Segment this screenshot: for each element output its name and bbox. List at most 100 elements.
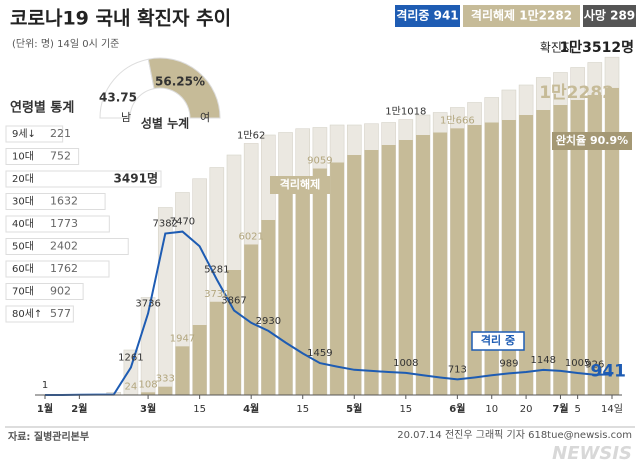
- age-bar: [5, 238, 129, 255]
- data-label: 7470: [170, 217, 195, 228]
- released-bar: [244, 244, 259, 395]
- pie-slice: [99, 58, 155, 119]
- data-label: 3736: [135, 298, 160, 309]
- age-bar: [5, 170, 162, 188]
- series-name: 격리해제: [280, 177, 320, 191]
- pie-value: 56.25%: [155, 75, 205, 89]
- data-label: 1만3512명: [560, 39, 634, 56]
- title: 코로나19 국내 확진자 추이: [10, 7, 231, 30]
- age-value: 1773: [50, 217, 78, 230]
- x-tick-label: 15: [193, 404, 206, 415]
- data-label: 1만666: [440, 114, 475, 126]
- data-label: 1008: [393, 358, 418, 369]
- age-label: 50대: [12, 241, 34, 253]
- legend-badge: [463, 5, 580, 27]
- age-label: 70대: [12, 286, 34, 298]
- x-tick-label: 2월: [71, 403, 87, 415]
- age-label: 10대: [12, 151, 34, 163]
- released-bar: [536, 110, 551, 395]
- x-tick-label: 6월: [449, 403, 465, 415]
- released-bar: [175, 346, 190, 395]
- annotation-box: [552, 132, 632, 150]
- data-label: 1만2282: [539, 83, 614, 103]
- legend-badge: [583, 5, 636, 27]
- data-label: 5281: [204, 264, 229, 275]
- pie-value: 43.75: [99, 91, 137, 105]
- age-bar: [5, 305, 74, 323]
- released-bar: [209, 301, 224, 395]
- unit-note: (단위: 명) 14일 0시 기준: [12, 37, 119, 50]
- released-bar: [519, 115, 534, 395]
- x-tick-label: 20: [520, 404, 533, 415]
- data-label: 1459: [307, 348, 332, 359]
- released-bar: [330, 162, 345, 395]
- x-tick-label: 15: [399, 404, 412, 415]
- data-label: 926: [585, 360, 604, 371]
- released-bar: [364, 150, 379, 395]
- released-bar: [501, 120, 516, 395]
- annotation: 완치율 90.9%: [556, 133, 628, 147]
- data-label: 24: [125, 381, 138, 392]
- source: 자료: 질병관리본부: [8, 430, 89, 443]
- age-value: 1632: [50, 195, 78, 208]
- x-tick-label: 1월: [37, 403, 53, 415]
- released-bar: [484, 122, 499, 395]
- x-tick-label: 5월: [346, 403, 362, 415]
- series-name: 확진자: [540, 41, 573, 55]
- released-bar: [158, 386, 173, 395]
- legend-badge: [395, 5, 460, 27]
- x-tick-label: 5: [574, 404, 580, 415]
- data-label: 3867: [221, 295, 246, 306]
- data-label: 1: [42, 380, 48, 391]
- released-bar: [347, 155, 362, 395]
- data-label: 1947: [170, 333, 195, 344]
- data-label: 713: [448, 364, 467, 375]
- data-label: 941: [591, 361, 627, 381]
- age-bar: [5, 193, 106, 210]
- released-bar: [605, 87, 619, 395]
- age-label: 20대: [12, 173, 34, 185]
- data-label: 3730: [204, 289, 229, 300]
- age-bar: [5, 260, 110, 278]
- age-value: 1762: [50, 262, 78, 275]
- released-bar: [295, 182, 310, 395]
- panel-title: 성별 누계: [141, 116, 189, 131]
- data-label: 1만1018: [385, 106, 426, 118]
- age-bar: [5, 125, 64, 143]
- released-bar: [553, 105, 568, 395]
- data-label: 1005: [565, 358, 590, 369]
- released-bar: [450, 128, 465, 395]
- age-value: 221: [50, 127, 71, 140]
- released-bar: [433, 132, 448, 395]
- age-label: 80세↑: [12, 308, 42, 320]
- age-value: 577: [50, 307, 71, 320]
- age-bar: [5, 148, 80, 165]
- watermark: NEWSIS: [552, 443, 632, 464]
- data-label: 989: [499, 358, 518, 369]
- released-bar: [381, 145, 396, 395]
- age-value: 3491명: [114, 172, 158, 186]
- credit: 20.07.14 전진우 그래픽 기자 618tue@newsis.com: [397, 429, 632, 441]
- data-label: 1261: [118, 352, 143, 363]
- x-tick-label: 10: [485, 404, 498, 415]
- legend-badge-label: 격리중 941: [396, 8, 458, 23]
- data-label: 108: [139, 379, 158, 390]
- legend-badge-label: 사망 289: [584, 8, 635, 23]
- released-bar: [570, 100, 585, 395]
- series-box: [471, 331, 525, 351]
- released-bar: [416, 135, 430, 395]
- age-label: 30대: [12, 196, 34, 208]
- age-value: 902: [50, 285, 71, 298]
- age-label: 40대: [12, 218, 34, 230]
- x-tick-label: 7월: [552, 403, 568, 415]
- released-bar: [227, 270, 241, 395]
- age-bar: [5, 283, 84, 300]
- released-bar: [141, 392, 156, 395]
- pie-category: 남: [121, 111, 131, 124]
- x-tick-label: 14일: [601, 403, 623, 415]
- data-label: 1148: [531, 355, 556, 366]
- x-tick-label: 15: [296, 404, 309, 415]
- released-bar: [261, 220, 276, 395]
- series-name: 격리 중: [481, 333, 515, 347]
